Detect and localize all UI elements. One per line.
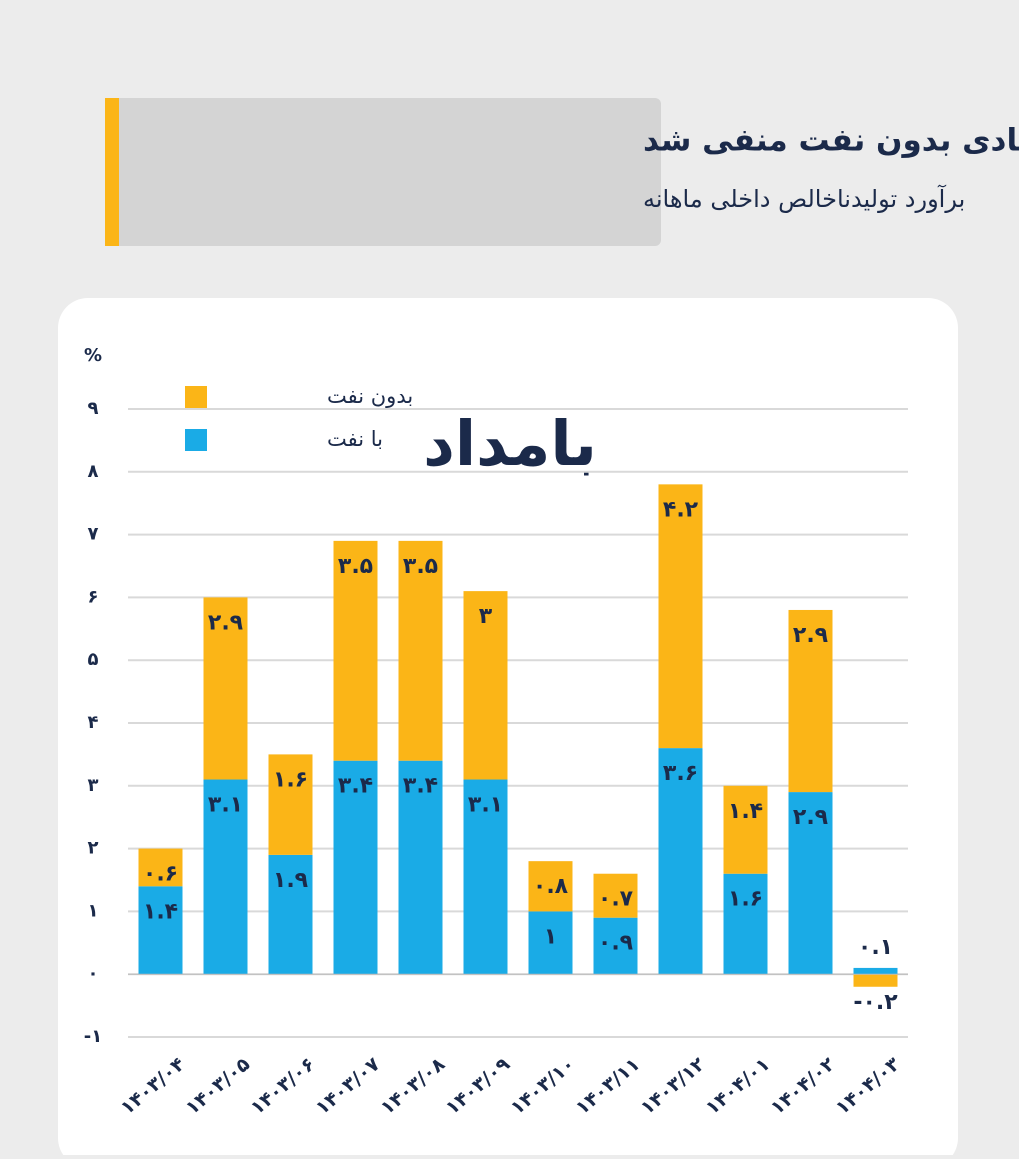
- value-label: ۱: [544, 924, 557, 949]
- legend-label: بدون نفت: [327, 384, 413, 408]
- bar-segment: [333, 760, 378, 975]
- value-label: ۱.۹: [273, 868, 308, 893]
- value-label: ۳.۶: [663, 761, 698, 786]
- value-label: ۱.۴: [143, 899, 178, 924]
- value-label: ۴.۲: [663, 497, 699, 522]
- bar-segment: [528, 911, 573, 975]
- bar-segment: [463, 591, 508, 780]
- title-box: [105, 98, 661, 246]
- chart-title: رشد اقتصادی بدون نفت منفی شد: [643, 123, 1019, 159]
- y-tick-label: ۶: [88, 586, 99, 607]
- value-label: ۲.۹: [208, 610, 243, 635]
- y-tick-label: ۸: [88, 461, 99, 482]
- value-label: ۳.۴: [338, 774, 373, 799]
- bar-segment: [138, 848, 183, 887]
- bar-segment: [788, 792, 833, 975]
- y-tick-label: ۳: [88, 775, 99, 796]
- y-tick-label: ۷: [88, 524, 99, 545]
- value-label: ۱.۶: [273, 767, 308, 792]
- bar-segment: [723, 785, 768, 874]
- value-label: ۰.۷: [598, 887, 634, 912]
- bar-segment: [203, 597, 248, 780]
- bar-segment: [268, 754, 313, 855]
- bar-segment: [658, 484, 703, 749]
- bar-segment: [268, 854, 313, 975]
- legend-label: با نفت: [327, 427, 383, 451]
- bar-segment: [203, 779, 248, 975]
- title-accent: [105, 98, 119, 246]
- bar-segment: [333, 540, 378, 761]
- value-label: ۲.۹: [793, 805, 828, 830]
- value-label: ۱.۶: [728, 887, 763, 912]
- y-tick-label: -۱: [84, 1026, 102, 1047]
- logo: بامداد: [423, 407, 597, 480]
- bar-segment: [398, 540, 443, 761]
- bar-segment: [463, 779, 508, 975]
- bar-segment: [593, 917, 638, 975]
- y-tick-label: ۰: [88, 963, 99, 984]
- y-tick-label: ۹: [88, 398, 99, 419]
- value-label: ۰.۶: [143, 862, 178, 887]
- chart-subtitle: برآورد تولیدناخالص داخلی ماهانه: [643, 184, 965, 213]
- value-label: ۰.۸: [533, 874, 569, 899]
- value-label: ۳.۵: [338, 554, 373, 579]
- bar-segment: [853, 974, 898, 987]
- bar-segment: [658, 748, 703, 975]
- legend-swatch: [185, 386, 207, 408]
- value-label: ۳.۱: [468, 793, 503, 818]
- bar-segment: [528, 861, 573, 912]
- value-label: ۳.۱: [208, 793, 243, 818]
- value-label: ۳.۴: [403, 774, 438, 799]
- y-tick-label: ۱: [88, 900, 99, 921]
- value-label: ۳: [479, 604, 493, 629]
- y-axis-label: %: [84, 345, 102, 366]
- bar-segment: [593, 873, 638, 918]
- value-label: -۰.۲: [853, 990, 898, 1015]
- bar-segment: [853, 967, 898, 975]
- y-tick-label: ۲: [88, 838, 99, 859]
- bar-segment: [723, 873, 768, 975]
- y-tick-label: ۴: [88, 712, 99, 733]
- value-label: ۱.۴: [728, 799, 763, 824]
- value-label: ۰.۹: [598, 931, 633, 956]
- legend-swatch: [185, 429, 207, 451]
- y-tick-label: ۵: [88, 649, 99, 670]
- bar-segment: [138, 886, 183, 975]
- value-label: ۲.۹: [793, 623, 828, 648]
- bar-segment: [788, 609, 833, 793]
- bar-segment: [398, 760, 443, 975]
- value-label: ۳.۵: [403, 554, 438, 579]
- value-label: ۰.۱: [858, 935, 893, 960]
